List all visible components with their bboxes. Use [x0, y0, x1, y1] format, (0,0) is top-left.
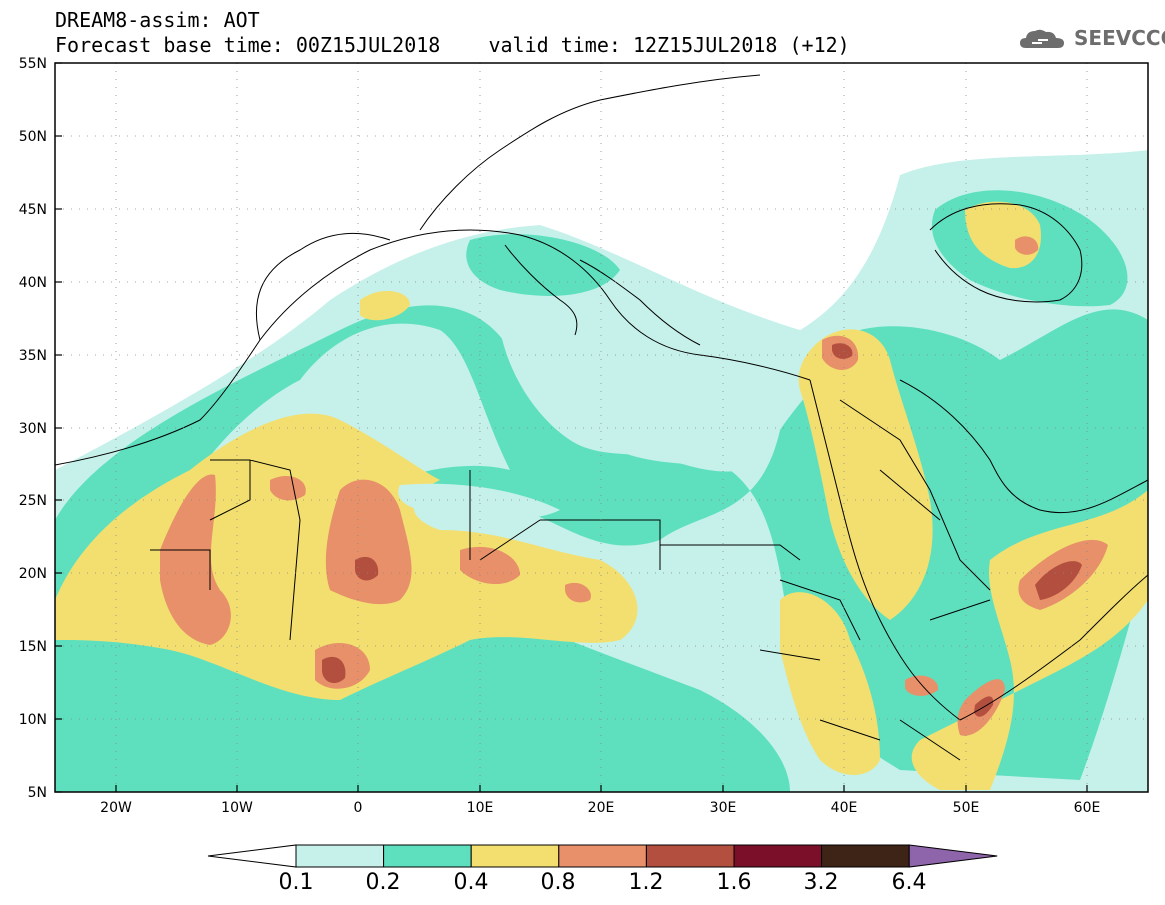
- lat-label: 35N: [19, 348, 47, 364]
- latitude-labels: 55N 50N 45N 40N 35N 30N 25N 20N 15N 10N …: [19, 56, 47, 801]
- colorbar-lower-triangle: [207, 844, 297, 868]
- aot-band-0.8-1.2-caspian: [1015, 236, 1039, 255]
- lon-label: 10W: [221, 800, 253, 816]
- aot-band-0.4-0.8-horn: [780, 592, 880, 775]
- colorbar-swatch: [470, 844, 560, 868]
- colorbar-upper-triangle: [908, 844, 998, 868]
- aot-band-0.8-1.2-libya: [565, 582, 591, 603]
- lon-label: 30E: [710, 800, 737, 816]
- lon-label: 50E: [953, 800, 980, 816]
- lon-label: 20E: [588, 800, 615, 816]
- colorbar-swatch: [295, 844, 385, 868]
- lon-label: 0: [354, 800, 363, 816]
- aot-contour-fields: [55, 63, 1148, 792]
- aot-band-0.1-0.2-mediterranean: [500, 327, 768, 472]
- lat-label: 25N: [19, 493, 47, 509]
- aot-white-europe: [55, 63, 1148, 470]
- map-title: DREAM8-assim: AOT: [55, 8, 260, 32]
- colorbar-label: 0.8: [540, 870, 576, 895]
- aot-band-1.2-1.6-mali: [355, 556, 379, 581]
- aot-band-0.8-1.2-arabia: [905, 675, 939, 696]
- aot-band-0.8-1.2-mali: [325, 479, 412, 605]
- lon-label: 40E: [831, 800, 858, 816]
- colorbar-label: 1.6: [716, 870, 752, 895]
- aot-colorbar: [207, 844, 998, 868]
- lon-label: 60E: [1074, 800, 1101, 816]
- lat-label: 55N: [19, 56, 47, 72]
- aot-band-0.4-0.8-iraq: [798, 329, 933, 620]
- colorbar-label: 0.1: [278, 870, 314, 895]
- lat-label: 40N: [19, 275, 47, 291]
- aot-band-0.4-0.8-med: [360, 290, 410, 321]
- lon-label: 10E: [467, 800, 494, 816]
- aot-band-0.1-0.2-libya-patch: [398, 483, 560, 520]
- forecast-time-subtitle: Forecast base time: 00Z15JUL2018 valid t…: [55, 33, 850, 57]
- aot-band-0.8-1.2-mauritania: [160, 474, 231, 645]
- aot-band-1.2-1.6-nigeria: [322, 656, 346, 684]
- aot-band-0.8-1.2-niger: [460, 546, 520, 585]
- seevccc-logo-text: SEEVCCC: [1074, 26, 1165, 50]
- colorbar-swatch: [733, 844, 823, 868]
- lat-label: 10N: [19, 712, 47, 728]
- lat-label: 15N: [19, 639, 47, 655]
- lat-label: 50N: [19, 129, 47, 145]
- axis-ticks: [55, 62, 1088, 793]
- lat-label: 45N: [19, 202, 47, 218]
- aot-band-1.2-1.6-oman: [1035, 561, 1082, 600]
- lat-label: 20N: [19, 566, 47, 582]
- colorbar-swatch: [821, 844, 910, 868]
- colorbar-swatch: [558, 844, 647, 868]
- coastlines-and-borders: [55, 74, 1148, 761]
- colorbar-swatch: [645, 844, 735, 868]
- colorbar-label: 1.2: [628, 870, 664, 895]
- aot-band-0.2-0.4-med: [466, 234, 620, 296]
- lat-label: 5N: [28, 785, 47, 801]
- colorbar-label: 3.2: [803, 870, 839, 895]
- lat-label: 30N: [19, 421, 47, 437]
- colorbar-swatch: [383, 844, 472, 868]
- longitude-labels: 20W 10W 0 10E 20E 30E 40E 50E 60E: [100, 800, 1100, 816]
- colorbar-label: 6.4: [891, 870, 927, 895]
- colorbar-label: 0.2: [365, 870, 401, 895]
- colorbar-label: 0.4: [453, 870, 489, 895]
- seevccc-cloud-logo-icon: [1020, 29, 1064, 48]
- aot-band-0.8-1.2-sahara-north: [270, 475, 306, 501]
- lon-label: 20W: [100, 800, 132, 816]
